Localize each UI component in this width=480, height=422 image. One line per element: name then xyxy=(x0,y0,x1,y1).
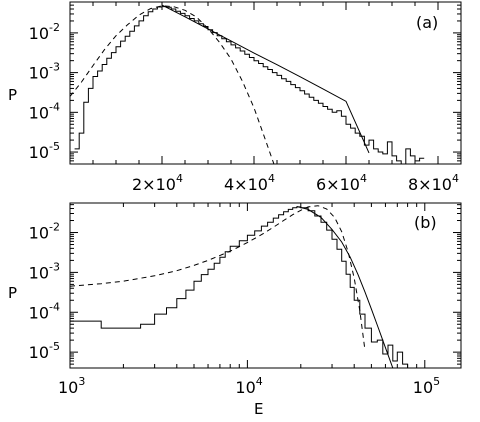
panel-a-series-dashed xyxy=(70,5,275,164)
x-tick-label: 8×104 xyxy=(408,172,459,194)
panel-b-plot-area xyxy=(70,205,413,368)
y-tick-label: 10-4 xyxy=(29,100,60,122)
panel-b-series-histogram xyxy=(70,206,413,368)
x-tick-label: 103 xyxy=(58,375,85,397)
panel-b-xlabel: E xyxy=(254,400,263,418)
panel-b-series-solid xyxy=(296,206,394,368)
y-tick-label: 10-3 xyxy=(29,260,60,282)
x-tick-label: 105 xyxy=(413,375,440,397)
y-tick-label: 10-5 xyxy=(29,340,60,362)
x-tick-label: 2×104 xyxy=(132,172,183,194)
panel-b-ylabel: P xyxy=(8,284,17,302)
panel-b-label: (b) xyxy=(414,213,437,232)
y-tick-label: 10-3 xyxy=(29,61,60,83)
y-tick-label: 10-5 xyxy=(29,140,60,162)
panel-b-ticks xyxy=(69,203,461,369)
x-tick-label: 6×104 xyxy=(316,172,367,194)
y-tick-label: 10-4 xyxy=(29,300,60,322)
x-tick-label: 4×104 xyxy=(224,172,275,194)
panel-a: 2×104 4×104 6×104 8×104 10-510-410-310-2 P … xyxy=(8,1,462,194)
panel-a-x-tick-labels: 2×104 4×104 6×104 8×104 xyxy=(132,172,459,194)
panel-a-series-histogram xyxy=(74,6,425,164)
x-tick-label: 104 xyxy=(235,375,262,397)
panel-a-plot-area xyxy=(70,4,425,164)
panel-b: 103 104 105 10-5 10-4 10-3 10-2 P E (b) xyxy=(8,202,462,418)
panel-a-label: (a) xyxy=(416,13,438,32)
panel-a-ticks xyxy=(70,1,462,164)
panel-b-y-tick-labels: 10-5 10-4 10-3 10-2 xyxy=(29,221,60,363)
panel-a-series-solid xyxy=(161,4,370,154)
panel-b-x-tick-labels: 103 104 105 xyxy=(58,375,440,397)
panel-a-ylabel: P xyxy=(8,86,17,104)
panel-b-frame xyxy=(69,202,462,369)
y-tick-label: 10-2 xyxy=(29,221,60,243)
panel-b-series-dashed xyxy=(70,205,366,351)
panel-a-frame xyxy=(69,1,462,165)
panel-a-y-tick-labels: 10-5 10-4 10-3 10-2 xyxy=(29,21,60,162)
y-tick-label: 10-2 xyxy=(29,21,60,43)
